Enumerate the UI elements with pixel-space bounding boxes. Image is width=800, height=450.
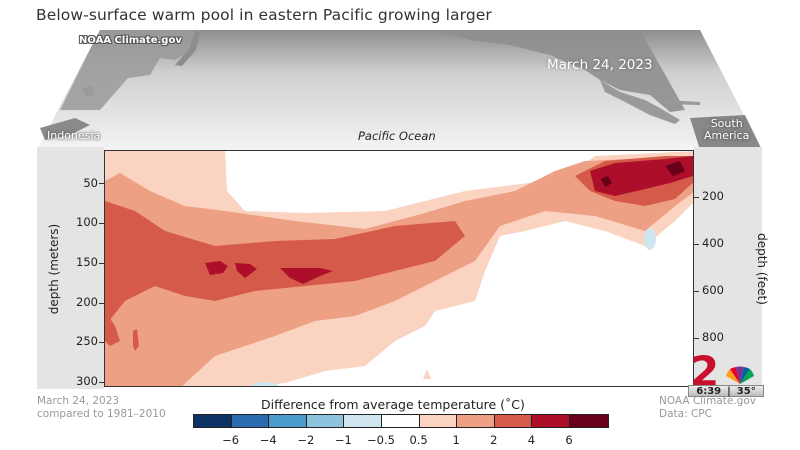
chart-title: Below-surface warm pool in eastern Pacif… [36, 6, 492, 24]
credit-noaa: NOAA Climate.gov [659, 395, 756, 407]
y-tickmark [99, 223, 104, 224]
footer-date: March 24, 2023 [37, 395, 120, 407]
credit-data-cpc: Data: CPC [659, 408, 712, 420]
colorbar-tick-label: 0.5 [409, 433, 428, 447]
colorbar [193, 414, 609, 428]
y-tick-300: 300 [76, 374, 98, 388]
colorbar-cell [419, 415, 458, 427]
colorbar-ticks: −6 −4 −2 −1 −0.5 0.5 1 2 4 6 [0, 433, 800, 447]
y-tickmark [99, 263, 104, 264]
noaa-watermark: NOAA Climate.gov [79, 35, 182, 46]
left-axis-panel [37, 147, 104, 389]
map-banner [37, 30, 762, 150]
colorbar-tick-label: −1 [334, 433, 352, 447]
y2-tickmark [694, 338, 699, 339]
time-temp-bar: 6:39 | 35° [688, 385, 764, 397]
colorbar-tick-label: 6 [565, 433, 573, 447]
colorbar-cell [532, 415, 570, 427]
y2-tick-200: 200 [702, 189, 724, 203]
footer-baseline: compared to 1981–2010 [37, 408, 166, 420]
y-tickmark [99, 342, 104, 343]
label-indonesia: Indonesia [47, 129, 101, 142]
date-comparison-note: March 24, 2023 compared to 1981–2010 [37, 395, 166, 421]
label-america: America [704, 129, 750, 142]
colorbar-cell [231, 415, 270, 427]
y2-tick-400: 400 [702, 236, 724, 250]
colorbar-cell [569, 415, 608, 427]
colorbar-title: Difference from average temperature (˚C) [261, 397, 525, 412]
y-tickmark [99, 382, 104, 383]
y-tick-150: 150 [76, 255, 98, 269]
colorbar-cell [494, 415, 533, 427]
y-tickmark [99, 303, 104, 304]
y-axis-label-feet: depth (feet) [755, 233, 769, 305]
colorbar-cell [269, 415, 307, 427]
source-credit: NOAA Climate.gov Data: CPC [659, 395, 756, 421]
colorbar-tick-label: −6 [222, 433, 240, 447]
colorbar-cell [381, 415, 420, 427]
contour-map [105, 151, 693, 386]
y2-tickmark [694, 291, 699, 292]
colorbar-tick-label: −0.5 [367, 433, 395, 447]
colorbar-tick-label: −4 [259, 433, 277, 447]
colorbar-tick-label: 1 [452, 433, 460, 447]
y-tickmark [99, 183, 104, 184]
y2-tickmark [694, 197, 699, 198]
current-temperature: 35° [736, 385, 756, 397]
colorbar-cell [457, 415, 495, 427]
label-south-america: South America [704, 118, 749, 142]
colorbar-tick-label: 2 [490, 433, 498, 447]
y-tick-250: 250 [76, 334, 98, 348]
y-tick-100: 100 [76, 215, 98, 229]
y-tick-200: 200 [76, 295, 98, 309]
y2-tick-800: 800 [702, 330, 724, 344]
map-date: March 24, 2023 [547, 57, 653, 73]
y2-tickmark [694, 244, 699, 245]
colorbar-tick-label: 4 [527, 433, 536, 447]
colorbar-tick-label: −2 [297, 433, 315, 447]
label-pacific-ocean: Pacific Ocean [358, 129, 436, 143]
colorbar-cell [344, 415, 382, 427]
y-tick-50: 50 [83, 176, 98, 190]
y2-tick-600: 600 [702, 283, 724, 297]
y-axis-label-meters: depth (meters) [47, 223, 61, 315]
temperature-anomaly-plot [104, 150, 694, 387]
colorbar-cell [194, 415, 232, 427]
peacock-icon [726, 366, 754, 384]
label-south: South [710, 117, 743, 130]
separator: | [727, 385, 731, 397]
colorbar-cell [306, 415, 345, 427]
right-axis-panel [694, 147, 762, 389]
current-time: 6:39 [696, 385, 722, 397]
